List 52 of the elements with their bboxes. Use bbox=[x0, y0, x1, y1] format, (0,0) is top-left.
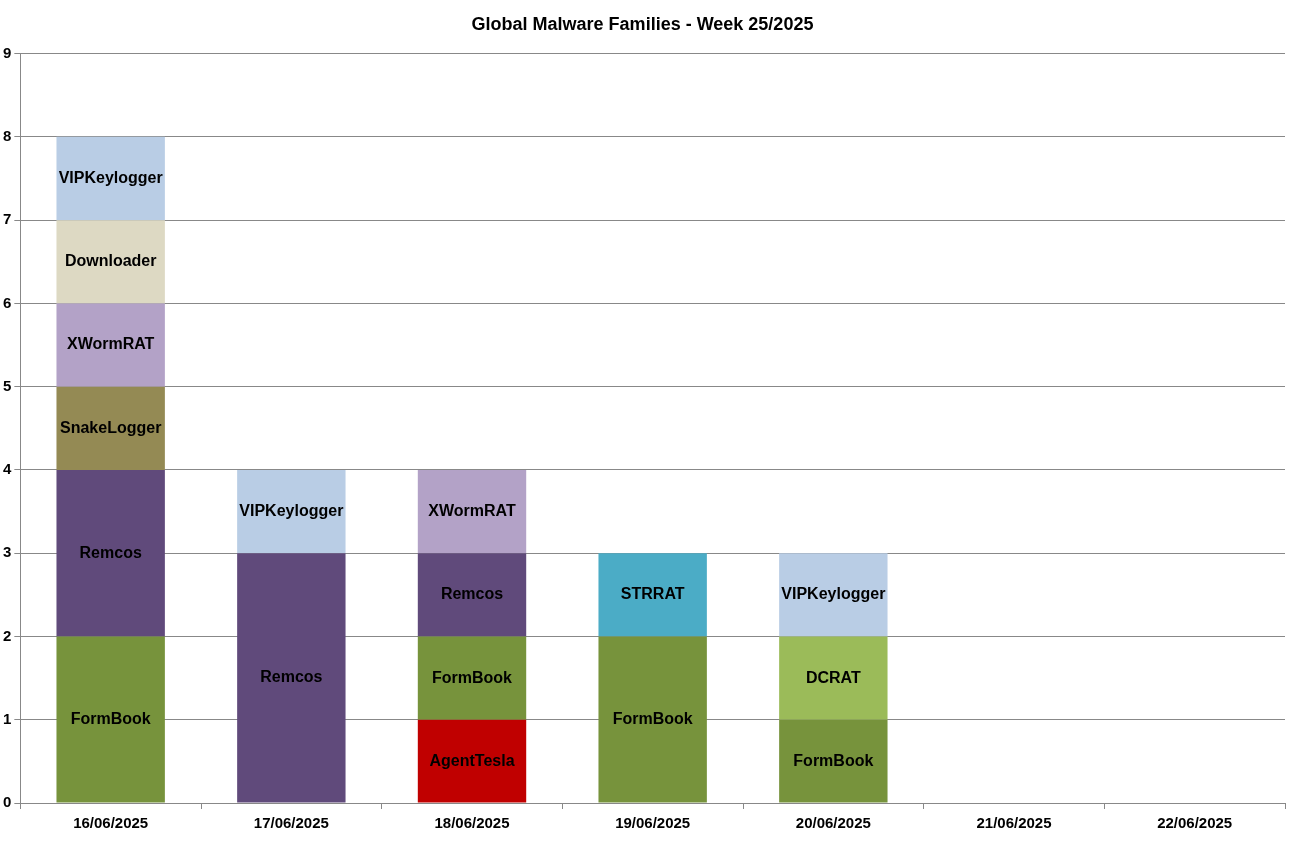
text: Remcos bbox=[440, 585, 504, 603]
x-tick-label: 21/06/2025 bbox=[976, 814, 1052, 832]
bar bbox=[237, 553, 346, 803]
series-label: XWormRAT bbox=[66, 335, 155, 353]
bar bbox=[56, 136, 165, 221]
bar bbox=[56, 220, 165, 304]
series-label: Downloader bbox=[64, 252, 157, 270]
text: VIPKeylogger bbox=[239, 501, 344, 519]
series-label: VIPKeylogger bbox=[58, 168, 163, 186]
bar bbox=[237, 469, 346, 554]
text: FormBook bbox=[612, 709, 693, 727]
series-label: AgentTesla bbox=[429, 751, 515, 769]
bar bbox=[779, 636, 888, 720]
bar bbox=[417, 553, 527, 637]
x-tick-label: 20/06/2025 bbox=[795, 814, 871, 832]
bar bbox=[598, 553, 707, 637]
y-tick-label: 1 bbox=[3, 709, 12, 727]
bar bbox=[417, 636, 527, 720]
text: FormBook bbox=[432, 668, 513, 686]
x-tick-label: 17/06/2025 bbox=[253, 814, 329, 832]
x-tick-label: 16/06/2025 bbox=[73, 814, 149, 832]
y-tick-label: 6 bbox=[3, 293, 12, 311]
bar bbox=[779, 553, 888, 637]
x-tick-label: 19/06/2025 bbox=[615, 814, 691, 832]
y-tick-label: 9 bbox=[3, 43, 12, 61]
text: Remcos bbox=[79, 543, 142, 561]
bar bbox=[417, 469, 527, 554]
x-tick-label: 22/06/2025 bbox=[1157, 814, 1233, 832]
chart-title: Global Malware Families - Week 25/2025 bbox=[471, 13, 814, 34]
y-tick-label: 7 bbox=[3, 210, 12, 228]
y-tick-label: 8 bbox=[3, 127, 12, 145]
y-tick-label: 2 bbox=[3, 626, 12, 644]
y-tick-label: 4 bbox=[3, 460, 12, 478]
y-tick-label: 0 bbox=[3, 793, 12, 811]
text: VIPKeylogger bbox=[781, 585, 886, 603]
y-tick-label: 5 bbox=[3, 376, 12, 394]
series-label: FormBook bbox=[70, 709, 151, 727]
bar bbox=[56, 303, 165, 387]
series-label: SnakeLogger bbox=[60, 418, 162, 436]
bar bbox=[598, 636, 707, 803]
bar bbox=[56, 636, 165, 803]
x-tick-label: 18/06/2025 bbox=[434, 814, 510, 832]
bar bbox=[56, 469, 165, 637]
text: FormBook bbox=[793, 751, 874, 769]
series-label: Remcos bbox=[260, 668, 323, 686]
series-label: STRRAT bbox=[620, 585, 685, 603]
bar bbox=[779, 719, 888, 803]
text: XWormRAT bbox=[428, 501, 516, 519]
y-tick-label: 3 bbox=[3, 543, 12, 561]
series-label: DCRAT bbox=[805, 668, 861, 686]
bar bbox=[56, 386, 165, 470]
bar bbox=[417, 719, 527, 803]
